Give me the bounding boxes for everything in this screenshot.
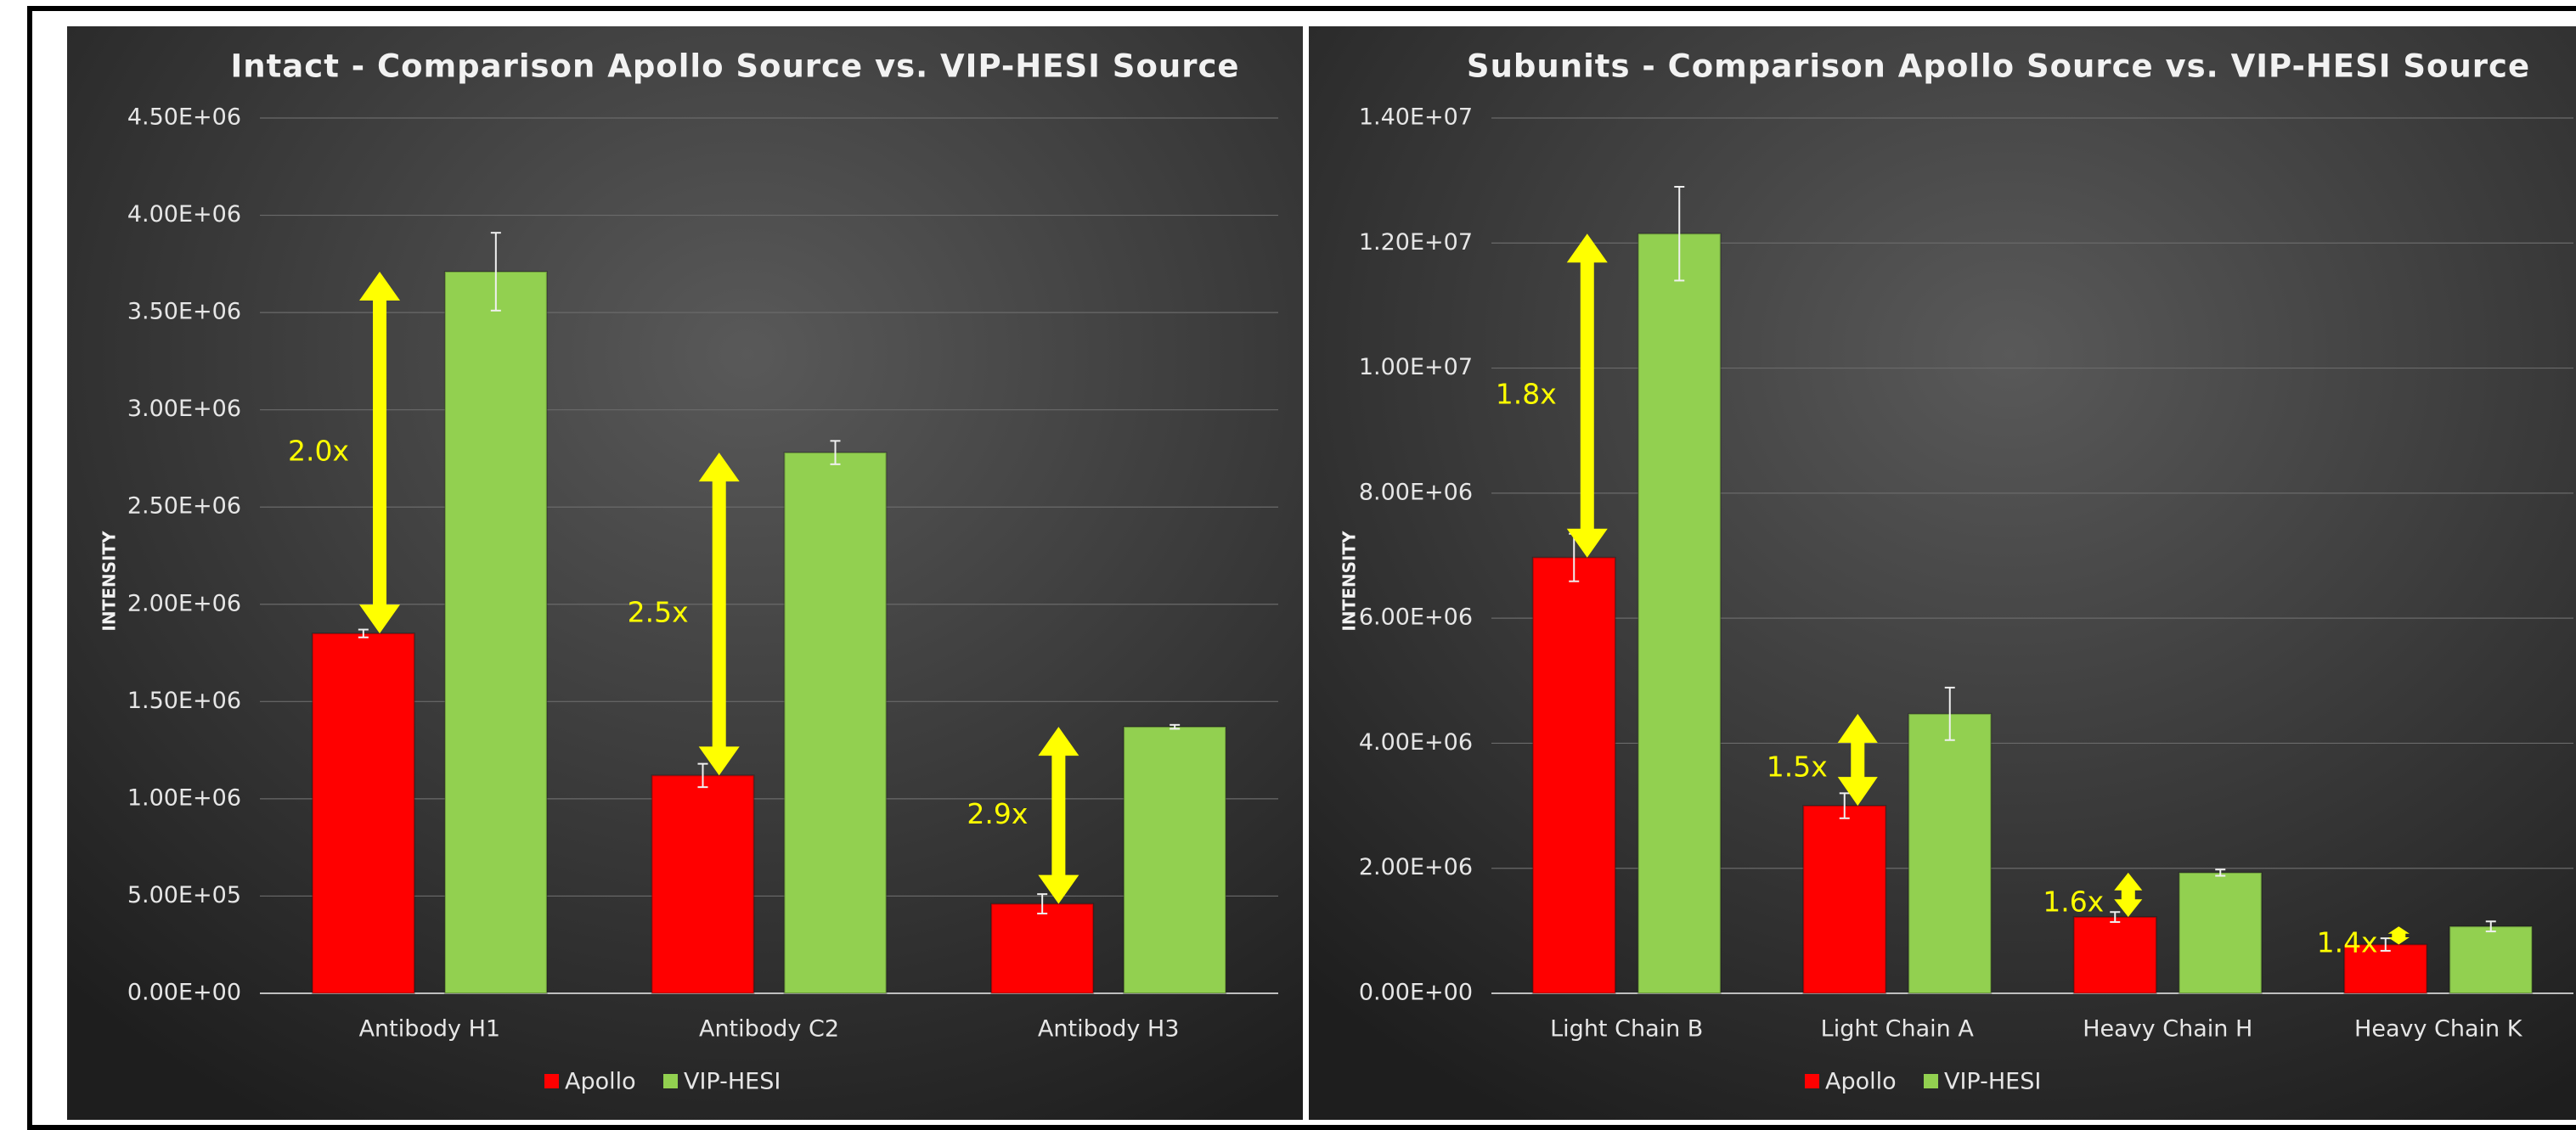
- legend-label: VIP-HESI: [1944, 1069, 2041, 1095]
- y-tick-label: 4.00E+06: [127, 201, 241, 228]
- x-tick-label: Antibody H3: [1038, 1016, 1180, 1043]
- bar: [1637, 233, 1722, 995]
- legend-swatch: [1805, 1074, 1819, 1088]
- y-tick-label: 4.00E+06: [1359, 729, 1473, 756]
- y-tick-label: 8.00E+06: [1359, 479, 1473, 505]
- annotation: 1.6x: [2043, 885, 2104, 919]
- comparison-arrow: [2114, 872, 2143, 918]
- annotation: 1.5x: [1767, 750, 1828, 783]
- annotation: 2.9x: [967, 797, 1028, 830]
- x-tick-label: Light Chain A: [1821, 1016, 1975, 1043]
- error-bar: [830, 440, 841, 465]
- comparison-arrow: [359, 271, 401, 634]
- error-bar: [1944, 686, 1955, 741]
- legend-label: VIP-HESI: [684, 1069, 781, 1095]
- bar: [1531, 556, 1616, 994]
- comparison-arrow: [1837, 713, 1878, 807]
- error-bar: [1674, 186, 1685, 282]
- y-tick-label: 3.50E+06: [127, 299, 241, 325]
- error-bar: [490, 232, 501, 312]
- bar: [2449, 925, 2534, 995]
- legend-swatch: [1924, 1074, 1938, 1088]
- legend-label: Apollo: [1825, 1069, 1897, 1095]
- bar: [1802, 805, 1887, 994]
- y-tick-label: 1.40E+07: [1359, 104, 1473, 131]
- error-bar: [1839, 792, 1850, 819]
- bar: [990, 902, 1095, 994]
- comparison-arrow: [2387, 926, 2410, 945]
- bar: [443, 270, 548, 994]
- chart-title: Subunits - Comparison Apollo Source vs. …: [1467, 48, 2530, 85]
- legend-label: Apollo: [565, 1069, 636, 1095]
- y-tick-label: 2.00E+06: [127, 590, 241, 616]
- comparison-arrow: [1566, 233, 1608, 558]
- annotation: 2.5x: [628, 596, 689, 629]
- y-tick-label: 1.00E+07: [1359, 354, 1473, 380]
- error-bar: [2110, 911, 2121, 924]
- y-tick-label: 1.50E+06: [127, 688, 241, 714]
- error-bar: [358, 628, 369, 638]
- y-tick-label: 2.00E+06: [1359, 854, 1473, 880]
- y-axis-label: INTENSITY: [99, 531, 120, 632]
- error-bar: [697, 762, 708, 789]
- bar: [1908, 712, 1993, 994]
- bar: [2178, 871, 2263, 994]
- annotation: 1.8x: [1496, 377, 1557, 410]
- y-tick-label: 5.00E+05: [127, 882, 241, 908]
- y-tick-label: 3.00E+06: [127, 396, 241, 422]
- x-tick-label: Heavy Chain H: [2083, 1016, 2252, 1043]
- bar: [651, 774, 755, 994]
- legend-swatch: [544, 1074, 559, 1088]
- error-bar: [1037, 893, 1048, 915]
- error-bar: [1170, 723, 1181, 730]
- bar: [783, 452, 888, 994]
- legend-swatch: [663, 1074, 678, 1088]
- x-tick-label: Antibody C2: [699, 1016, 839, 1043]
- annotation: 2.0x: [288, 435, 349, 468]
- y-tick-label: 4.50E+06: [127, 104, 241, 131]
- bar: [1123, 726, 1227, 995]
- error-bar: [2485, 920, 2496, 933]
- y-tick-label: 1.20E+07: [1359, 229, 1473, 256]
- y-tick-label: 0.00E+00: [127, 980, 241, 1006]
- x-tick-label: Antibody H1: [359, 1016, 501, 1043]
- comparison-arrow: [698, 453, 740, 776]
- y-tick-label: 6.00E+06: [1359, 604, 1473, 631]
- annotation: 1.4x: [2317, 925, 2378, 959]
- error-bar: [2380, 937, 2391, 952]
- x-tick-label: Light Chain B: [1550, 1016, 1703, 1043]
- chart-title: Intact - Comparison Apollo Source vs. VI…: [231, 48, 1240, 85]
- x-tick-label: Heavy Chain K: [2354, 1016, 2523, 1043]
- comparison-arrow: [1038, 727, 1079, 904]
- y-axis-label: INTENSITY: [1339, 531, 1360, 632]
- bar: [311, 632, 415, 995]
- y-tick-label: 1.00E+06: [127, 784, 241, 811]
- y-tick-label: 2.50E+06: [127, 493, 241, 520]
- y-tick-label: 0.00E+00: [1359, 980, 1473, 1006]
- bar: [2072, 916, 2157, 995]
- error-bar: [2215, 869, 2226, 877]
